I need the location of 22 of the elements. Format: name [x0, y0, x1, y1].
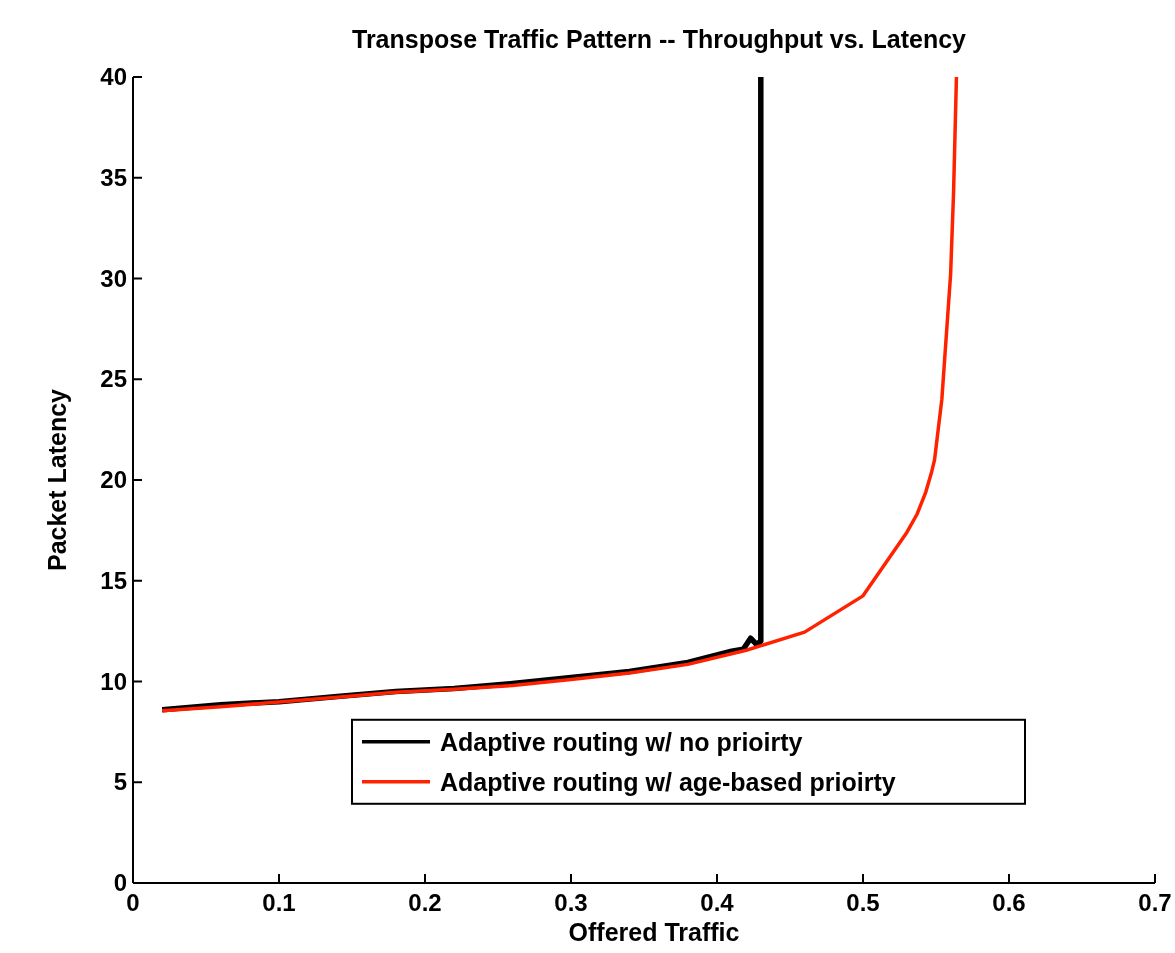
y-tick-label: 10 [100, 667, 127, 695]
x-tick-label: 0.6 [992, 889, 1026, 916]
y-tick-label: 20 [100, 466, 127, 493]
x-tick-label: 0.3 [554, 889, 588, 916]
line-series [160, 75, 959, 713]
chart-title: Transpose Traffic Pattern -- Throughput vs. Latency [352, 25, 967, 53]
legend-label: Adaptive routing w/ age-based prioirty [440, 767, 896, 796]
y-tick-label: 40 [100, 63, 127, 90]
x-tick-label: 0.1 [262, 889, 296, 916]
y-tick-label: 35 [100, 163, 127, 191]
x-tick-label: 0.7 [1138, 889, 1172, 916]
x-tick-label: 0.5 [846, 889, 880, 916]
y-axis-title: Packet Latency [43, 388, 71, 572]
y-tick-label: 0 [113, 869, 127, 896]
y-tick-label: 25 [100, 365, 127, 393]
y-tick-label: 5 [113, 768, 127, 796]
y-tick-label: 15 [100, 566, 127, 594]
x-axis-title: Offered Traffic [568, 918, 740, 946]
y-tick-label: 30 [100, 264, 127, 292]
x-tick-label: 0.4 [700, 889, 735, 916]
legend-label: Adaptive routing w/ no prioirty [440, 727, 803, 756]
x-tick-label: 0.2 [408, 889, 442, 916]
